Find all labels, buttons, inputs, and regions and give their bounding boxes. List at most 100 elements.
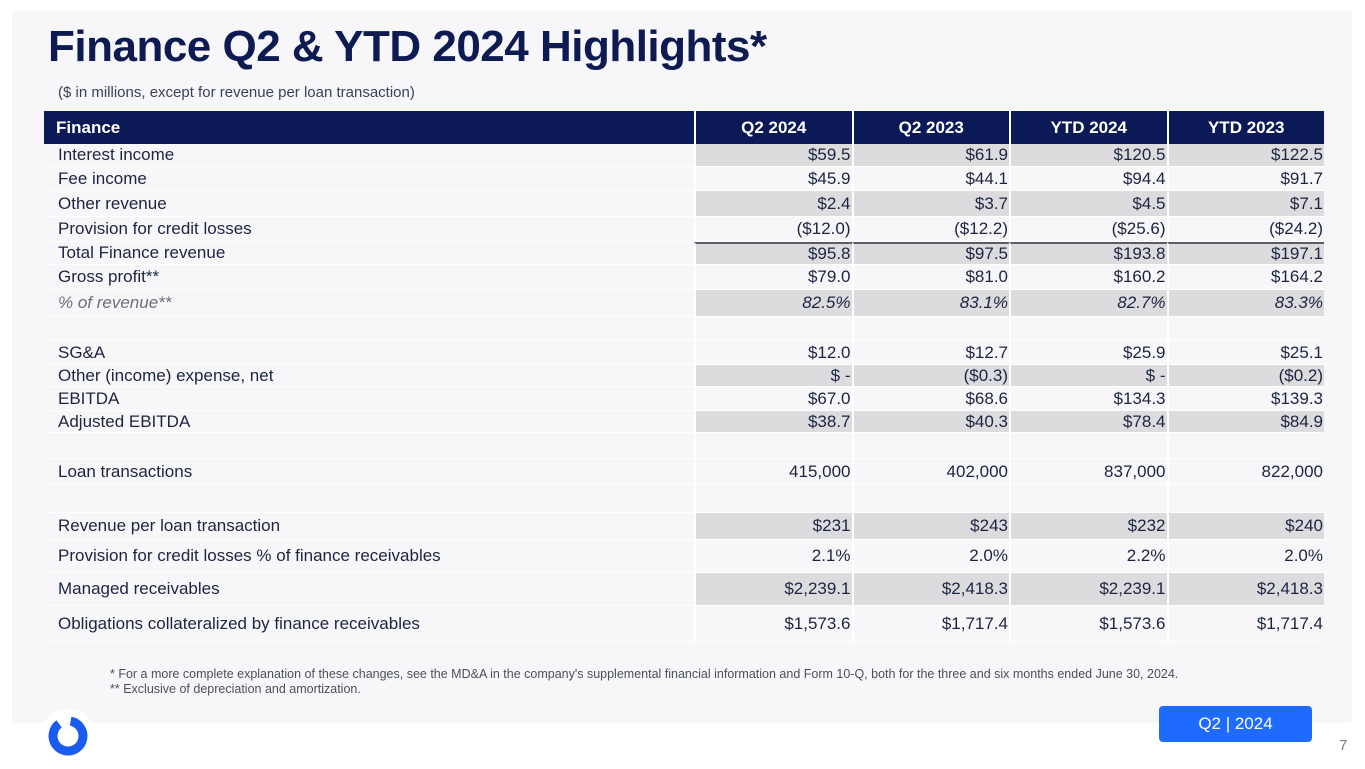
row-value: $97.5 xyxy=(851,242,1009,265)
row-value: 83.3% xyxy=(1166,290,1324,317)
row-value: $122.5 xyxy=(1166,144,1324,167)
row-value: 822,000 xyxy=(1166,459,1324,485)
row-value: $91.7 xyxy=(1166,167,1324,191)
row-value: $45.9 xyxy=(694,167,852,191)
header-ytd-2024: YTD 2024 xyxy=(1009,111,1167,144)
row-value: $40.3 xyxy=(851,411,1009,433)
row-label: Provision for credit losses % of finance… xyxy=(44,540,694,573)
row-value: $84.9 xyxy=(1166,411,1324,433)
row-value: 415,000 xyxy=(694,459,852,485)
row-value: 402,000 xyxy=(851,459,1009,485)
row-value: $81.0 xyxy=(851,265,1009,290)
row-value: $67.0 xyxy=(694,387,852,411)
row-label: Interest income xyxy=(44,144,694,167)
row-value: 2.0% xyxy=(1166,540,1324,573)
table-row: Interest income $59.5 $61.9 $120.5 $122.… xyxy=(44,144,1324,167)
row-value: $61.9 xyxy=(851,144,1009,167)
row-value: $95.8 xyxy=(694,242,852,265)
row-value: 2.2% xyxy=(1009,540,1167,573)
header-q2-2024: Q2 2024 xyxy=(694,111,852,144)
row-label: Loan transactions xyxy=(44,459,694,485)
row-value: $12.0 xyxy=(694,341,852,365)
table-row-spacer xyxy=(44,485,1324,513)
period-badge: Q2 | 2024 xyxy=(1159,706,1312,742)
slide-title: Finance Q2 & YTD 2024 Highlights* xyxy=(48,22,767,71)
row-value: $ - xyxy=(694,365,852,387)
row-value: 2.1% xyxy=(694,540,852,573)
table-row: Provision for credit losses % of finance… xyxy=(44,540,1324,573)
table-row: % of revenue** 82.5% 83.1% 82.7% 83.3% xyxy=(44,290,1324,317)
page-number: 7 xyxy=(1339,737,1348,754)
row-label: Revenue per loan transaction xyxy=(44,513,694,540)
row-value: 83.1% xyxy=(851,290,1009,317)
table-row: Adjusted EBITDA $38.7 $40.3 $78.4 $84.9 xyxy=(44,411,1324,433)
row-label: Adjusted EBITDA xyxy=(44,411,694,433)
row-value xyxy=(851,433,1009,459)
row-value: $193.8 xyxy=(1009,242,1167,265)
row-value: $1,573.6 xyxy=(1009,606,1167,642)
row-value xyxy=(1009,317,1167,341)
table-row: EBITDA $67.0 $68.6 $134.3 $139.3 xyxy=(44,387,1324,411)
table-row: Loan transactions 415,000 402,000 837,00… xyxy=(44,459,1324,485)
row-value xyxy=(851,485,1009,513)
row-value: ($25.6) xyxy=(1009,217,1167,242)
table-row: Gross profit** $79.0 $81.0 $160.2 $164.2 xyxy=(44,265,1324,290)
row-value: $7.1 xyxy=(1166,191,1324,217)
row-value: $1,573.6 xyxy=(694,606,852,642)
row-value xyxy=(694,485,852,513)
table-row: SG&A $12.0 $12.7 $25.9 $25.1 xyxy=(44,341,1324,365)
row-value: $231 xyxy=(694,513,852,540)
row-value: $38.7 xyxy=(694,411,852,433)
row-label: Provision for credit losses xyxy=(44,217,694,242)
row-value: $160.2 xyxy=(1009,265,1167,290)
row-value xyxy=(1166,433,1324,459)
row-label: Managed receivables xyxy=(44,573,694,606)
table-row: Managed receivables $2,239.1 $2,418.3 $2… xyxy=(44,573,1324,606)
row-label: % of revenue** xyxy=(44,290,694,317)
row-value: $4.5 xyxy=(1009,191,1167,217)
table-row-spacer xyxy=(44,433,1324,459)
footnote-2: ** Exclusive of depreciation and amortiz… xyxy=(110,682,361,696)
row-value: 82.7% xyxy=(1009,290,1167,317)
finance-table: Finance Q2 2024 Q2 2023 YTD 2024 YTD 202… xyxy=(44,111,1324,642)
row-value: 837,000 xyxy=(1009,459,1167,485)
footnotes: * For a more complete explanation of the… xyxy=(110,667,1200,697)
row-value xyxy=(1166,317,1324,341)
row-value: $232 xyxy=(1009,513,1167,540)
row-value: ($12.2) xyxy=(851,217,1009,242)
table-row: Provision for credit losses ($12.0) ($12… xyxy=(44,217,1324,242)
row-label xyxy=(44,433,694,459)
row-label: Obligations collateralized by finance re… xyxy=(44,606,694,642)
row-value: $3.7 xyxy=(851,191,1009,217)
row-value: $12.7 xyxy=(851,341,1009,365)
row-label xyxy=(44,317,694,341)
row-value: $240 xyxy=(1166,513,1324,540)
row-value: 2.0% xyxy=(851,540,1009,573)
row-value: ($0.2) xyxy=(1166,365,1324,387)
row-value: $78.4 xyxy=(1009,411,1167,433)
row-value: $243 xyxy=(851,513,1009,540)
row-value xyxy=(851,317,1009,341)
footnote-1: * For a more complete explanation of the… xyxy=(110,667,1179,681)
row-value: $197.1 xyxy=(1166,242,1324,265)
row-value xyxy=(694,317,852,341)
row-label xyxy=(44,485,694,513)
row-value xyxy=(1009,485,1167,513)
row-value: $25.9 xyxy=(1009,341,1167,365)
row-value: $79.0 xyxy=(694,265,852,290)
row-value: $1,717.4 xyxy=(1166,606,1324,642)
row-value: $94.4 xyxy=(1009,167,1167,191)
company-logo-icon xyxy=(40,708,96,764)
row-value: $134.3 xyxy=(1009,387,1167,411)
row-value xyxy=(694,433,852,459)
header-q2-2023: Q2 2023 xyxy=(851,111,1009,144)
header-finance: Finance xyxy=(44,111,694,144)
row-value xyxy=(1166,485,1324,513)
row-value: $68.6 xyxy=(851,387,1009,411)
row-label: Other revenue xyxy=(44,191,694,217)
table-row: Other (income) expense, net $ - ($0.3) $… xyxy=(44,365,1324,387)
table-row: Fee income $45.9 $44.1 $94.4 $91.7 xyxy=(44,167,1324,191)
slide-subtitle: ($ in millions, except for revenue per l… xyxy=(58,84,415,101)
row-label: Gross profit** xyxy=(44,265,694,290)
table-row: Other revenue $2.4 $3.7 $4.5 $7.1 xyxy=(44,191,1324,217)
